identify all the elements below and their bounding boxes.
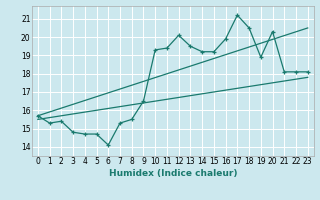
X-axis label: Humidex (Indice chaleur): Humidex (Indice chaleur) [108,169,237,178]
